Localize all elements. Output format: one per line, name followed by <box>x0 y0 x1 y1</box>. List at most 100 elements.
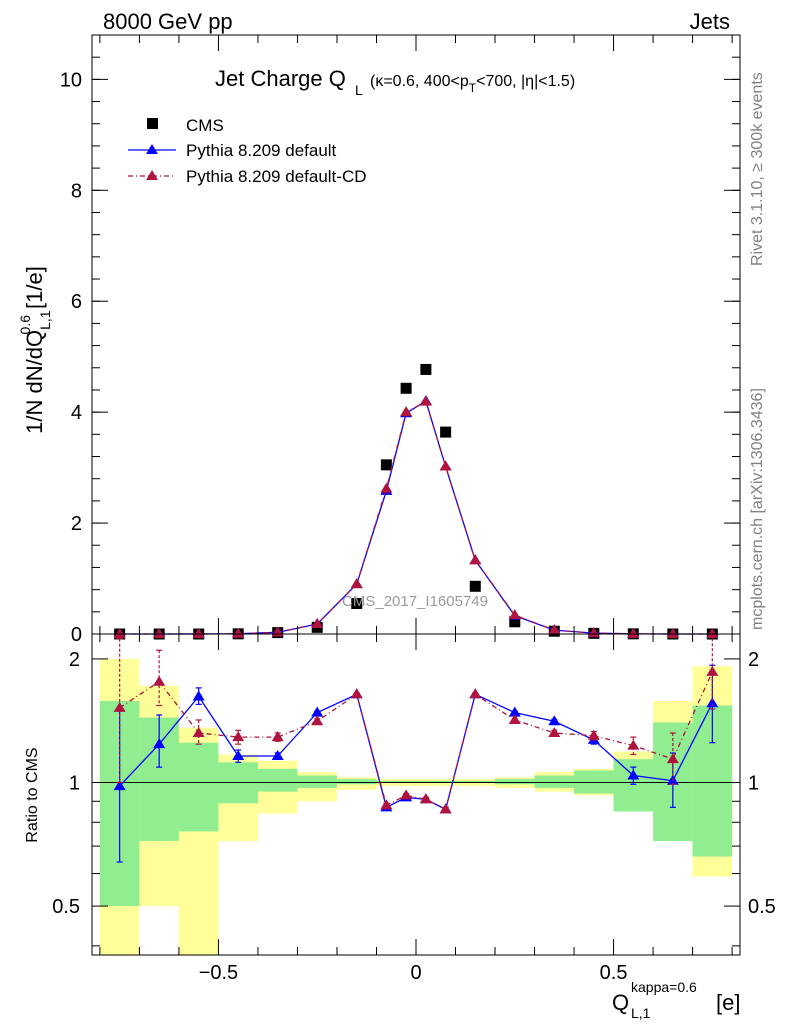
band-inner <box>257 768 298 792</box>
main-ytick-label: 2 <box>71 513 82 535</box>
ratio-xtick-label: 0 <box>410 962 421 984</box>
ratio-point-1 <box>666 753 679 764</box>
ylabel-sup: 0.6 <box>17 315 33 335</box>
mc-point-2 <box>350 578 363 589</box>
mc-point-2 <box>666 628 679 638</box>
energy-label: 8000 GeV pp <box>103 9 233 34</box>
ratio-bands <box>99 658 733 955</box>
ratio-point-0 <box>192 690 205 701</box>
svg-text:1/N dN/dQL,10.6[1/e]: 1/N dN/dQL,10.6 [1/e] <box>17 266 53 434</box>
legend-cms-marker <box>147 118 158 129</box>
mc-point-2 <box>627 627 640 638</box>
ratio-point-0 <box>113 780 126 791</box>
ratio-ytick-label-right: 2 <box>748 649 759 671</box>
main-ytick-label: 10 <box>60 69 82 91</box>
mc-point-2 <box>469 554 482 565</box>
title-cuts: (κ=0.6, 400<pT<700, |η|<1.5) <box>370 73 575 95</box>
ylabel-unit: [1/e] <box>22 266 47 309</box>
mc-point-2 <box>113 628 126 638</box>
ratio-plot-area <box>92 634 740 863</box>
ratio-point-0 <box>627 769 640 780</box>
band-inner <box>396 780 416 783</box>
band-inner <box>178 742 219 832</box>
legend-cd-marker <box>146 170 158 180</box>
xlabel-main: Q <box>612 990 629 1015</box>
plot-title: Jet Charge Q <box>215 66 346 91</box>
legend: CMS Pythia 8.209 default Pythia 8.209 de… <box>128 116 367 186</box>
band-inner <box>534 775 575 788</box>
ratio-y-axis: 0.5 0.5 1 1 2 2 <box>52 649 776 947</box>
main-ytick-label: 8 <box>71 180 82 202</box>
ratio-xtick-label: −0.5 <box>199 962 238 984</box>
watermark: CMS_2017_I1605749 <box>342 593 488 610</box>
mc-point-2 <box>192 627 205 638</box>
band-inner <box>455 780 496 783</box>
ratio-ytick-label: 1 <box>69 772 80 794</box>
ratio-panel: 0.5 0.5 1 1 2 2 −0.5 0 0.5 Ratio to CMS Q L,1 k… <box>24 633 776 1021</box>
mc-point-2 <box>153 628 166 638</box>
mc-point-2 <box>508 609 521 620</box>
ratio-point-0 <box>548 715 561 726</box>
legend-cd-label: Pythia 8.209 default-CD <box>186 167 367 186</box>
ratio-ytick-label-right: 0.5 <box>748 896 776 918</box>
cms-point <box>469 580 481 592</box>
ratio-point-1 <box>706 665 719 676</box>
ratio-point-1 <box>587 729 600 740</box>
main-y-axis: 0 2 4 6 8 10 <box>60 34 740 646</box>
legend-cms-label: CMS <box>186 116 224 135</box>
mcplots-label: mcplots.cern.ch [arXiv:1306.3436] <box>749 388 766 630</box>
category-label: Jets <box>690 9 730 34</box>
title-cut-sub: T <box>469 81 477 95</box>
title-subscript: L <box>355 82 363 98</box>
cms-point <box>400 382 412 394</box>
ratio-point-1 <box>419 793 432 804</box>
xlabel-unit: [e] <box>716 990 740 1015</box>
cms-point <box>351 597 363 609</box>
title-main: Jet Charge Q <box>215 66 346 91</box>
ratio-point-0 <box>706 697 719 708</box>
ratio-point-0 <box>508 706 521 717</box>
ratio-point-1 <box>439 803 452 814</box>
mc-point-2 <box>232 627 245 638</box>
main-ytick-label: 4 <box>71 402 82 424</box>
mc-point-2 <box>400 406 413 417</box>
ratio-ytick-label: 0.5 <box>52 896 80 918</box>
legend-default-label: Pythia 8.209 default <box>186 141 337 160</box>
ratio-ytick-label-right: 1 <box>748 772 759 794</box>
ratio-line-1 <box>119 671 713 811</box>
main-x-axis <box>99 35 733 634</box>
mc-point-2 <box>587 627 600 638</box>
main-ytick-label: 0 <box>71 624 82 646</box>
ylabel-sub: L,1 <box>37 310 53 330</box>
xlabel-sub: L,1 <box>631 1005 651 1021</box>
ratio-xlabel: Q <box>612 990 629 1015</box>
mc-point-2 <box>548 624 561 635</box>
ratio-ytick-label: 2 <box>69 649 80 671</box>
ratio-point-1 <box>350 688 363 699</box>
ratio-point-1 <box>469 688 482 699</box>
ratio-point-1 <box>192 726 205 737</box>
cms-point <box>509 616 521 628</box>
ratio-point-1 <box>271 731 284 742</box>
ratio-ylabel: Ratio to CMS <box>24 747 41 842</box>
ratio-point-1 <box>153 675 166 686</box>
ratio-x-axis: −0.5 0 0.5 <box>99 634 733 984</box>
cms-point <box>440 426 452 438</box>
main-ytick-label: 6 <box>71 291 82 313</box>
ratio-point-1 <box>311 715 324 726</box>
mc-point-2 <box>439 460 452 471</box>
band-inner <box>416 780 436 783</box>
ratio-point-1 <box>113 701 126 712</box>
ratio-point-1 <box>627 739 640 750</box>
ratio-point-0 <box>271 750 284 761</box>
ratio-point-1 <box>400 789 413 800</box>
title-cut-post: <700, |η|<1.5) <box>476 73 575 90</box>
ratio-point-0 <box>311 706 324 717</box>
ratio-point-1 <box>380 799 393 810</box>
main-panel: CMS_2017_I1605749 Jet Charge Q L (κ=0.6,… <box>17 34 741 646</box>
band-inner <box>297 775 337 788</box>
ratio-point-0 <box>153 738 166 749</box>
ratio-point-1 <box>548 726 561 737</box>
band-inner <box>435 780 456 783</box>
